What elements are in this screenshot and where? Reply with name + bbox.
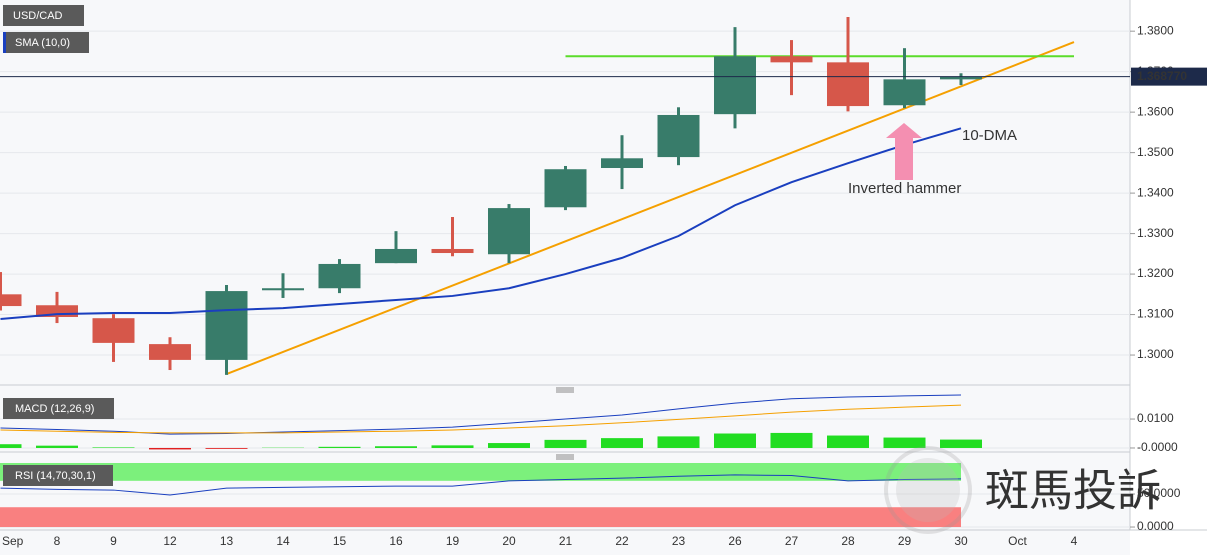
candle-body: [488, 208, 530, 255]
candle-body: [657, 114, 700, 158]
x-tick-label: 20: [502, 534, 516, 548]
histogram-bar: [883, 437, 926, 448]
y-tick-label: 1.3000: [1137, 347, 1174, 361]
y-tick-label: 0.0000: [1137, 519, 1174, 533]
histogram-bar: [488, 443, 530, 448]
candle-body: [318, 263, 361, 289]
histogram-bar: [205, 447, 248, 449]
candle-body: [36, 305, 78, 317]
y-tick-label: 0.0100: [1137, 411, 1174, 425]
label-box: [3, 32, 89, 53]
candle-body: [940, 76, 982, 80]
watermark-logo: [884, 446, 972, 534]
histogram-bar: [149, 447, 191, 450]
y-tick-label: -0.0000: [1137, 440, 1178, 454]
rsi-line: [0, 474, 962, 496]
annotation: 10-DMA: [962, 127, 1017, 144]
y-tick-label: 50.0000: [1137, 486, 1181, 500]
x-tick-label: 8: [54, 534, 61, 548]
histogram-bar: [0, 444, 22, 448]
candle-body: [601, 158, 643, 169]
macd-line: [0, 394, 962, 435]
candle-body: [544, 169, 587, 208]
rsi-band: [0, 507, 961, 528]
candle-body: [827, 62, 869, 107]
histogram-bar: [770, 432, 813, 448]
x-tick-label: 30: [954, 534, 968, 548]
annotation-arrow: [886, 123, 922, 180]
x-tick-label: 12: [163, 534, 177, 548]
candle-body: [262, 288, 304, 291]
x-tick-label: 28: [841, 534, 855, 548]
histogram-bar: [940, 439, 982, 448]
histogram-bar: [827, 435, 869, 448]
chart-title: USD/CAD: [13, 10, 63, 22]
x-tick-label: 13: [220, 534, 234, 548]
x-tick-label: 23: [672, 534, 686, 548]
candle-body: [375, 248, 417, 264]
candle-body: [770, 56, 813, 63]
x-tick-label: Sep: [2, 534, 24, 548]
candle-body: [431, 248, 474, 254]
histogram-bar: [714, 433, 756, 448]
y-tick-label: 1.3600: [1137, 104, 1174, 118]
x-tick-label: 14: [276, 534, 290, 548]
label-box: [3, 398, 114, 419]
y-tick-label: 1.3200: [1137, 266, 1174, 280]
label-box: [3, 465, 113, 486]
histogram-bar: [657, 436, 700, 448]
candle-body: [714, 56, 756, 115]
candle-body: [883, 79, 926, 106]
y-tick-label: 1.3300: [1137, 226, 1174, 240]
x-tick-label: 26: [728, 534, 742, 548]
y-tick-label: 1.3800: [1137, 23, 1174, 37]
histogram-bar: [375, 446, 417, 448]
x-tick-label: 19: [446, 534, 460, 548]
watermark: 斑馬投訴: [985, 467, 1161, 516]
trend-line: [226, 41, 1075, 376]
candle-body: [205, 291, 248, 360]
label-box: [3, 5, 84, 26]
rsi-band: [0, 463, 961, 481]
panel-title: MACD (12,26,9): [15, 403, 94, 415]
legend-label: SMA (10,0): [15, 37, 70, 49]
x-tick-label: 9: [110, 534, 117, 548]
x-tick-label: 29: [898, 534, 912, 548]
x-tick-label: Oct: [1008, 534, 1027, 548]
y-tick-label: 1.3400: [1137, 185, 1174, 199]
panel-title: RSI (14,70,30,1): [15, 470, 96, 482]
price-tag-label: 1.368770: [1137, 69, 1187, 83]
sma-line: [0, 127, 962, 321]
x-tick-label: 27: [785, 534, 799, 548]
histogram-bar: [544, 439, 587, 448]
histogram-bar: [92, 447, 135, 448]
candle-body: [0, 294, 22, 307]
panel-handle: [556, 387, 574, 460]
plot-layer: 1.3000 1.3100 1.3200 1.3300 1.3400 1.3500 1.36…: [0, 17, 1207, 548]
plot-background: [0, 0, 1130, 555]
histogram-bar: [36, 445, 78, 448]
x-tick-label: 16: [389, 534, 403, 548]
x-tick-label: 15: [333, 534, 347, 548]
annotation: Inverted hammer: [848, 180, 961, 197]
x-tick-label: 21: [559, 534, 573, 548]
x-tick-label: 22: [615, 534, 629, 548]
legend-swatch: [3, 32, 6, 53]
macd-line: [0, 404, 962, 434]
histogram-bar: [601, 438, 643, 448]
x-tick-label: 4: [1071, 534, 1078, 548]
histogram-bar: [318, 446, 361, 448]
y-tick-label: 1.3100: [1137, 307, 1174, 321]
histogram-bar: [431, 445, 474, 448]
candle-body: [92, 318, 135, 343]
y-tick-label: 1.3500: [1137, 145, 1174, 159]
candle-body: [149, 344, 191, 360]
price-tag: [1131, 67, 1207, 86]
